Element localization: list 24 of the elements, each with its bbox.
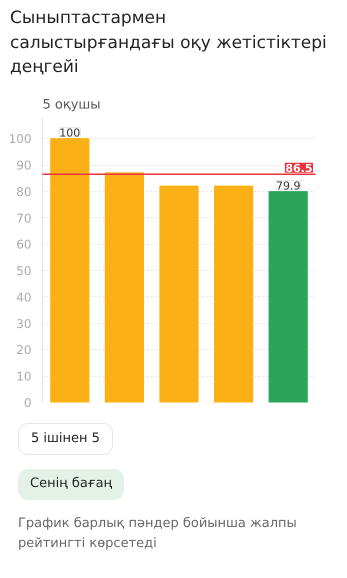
text: Сенің бағаң [30, 475, 112, 494]
ref-line-label: 86.5 [285, 162, 312, 176]
data-label: 100 [59, 126, 80, 140]
y-tick-label: 30 [16, 316, 32, 331]
y-tick-label: 0 [24, 396, 32, 410]
y-tick-label: 20 [16, 343, 32, 358]
y-tick-label: 60 [16, 238, 32, 252]
text: График барлық пәндер бойынша жалпы рейтингті көрсетеді [18, 515, 298, 553]
y-tick-label: 90 [16, 158, 32, 172]
y-tick-label: 80 [16, 184, 32, 199]
y-tick-label: 100 [8, 132, 32, 146]
bar [104, 172, 144, 402]
text: 5 ішінен 5 [31, 430, 100, 448]
y-tick-label: 10 [16, 370, 32, 384]
bar [159, 186, 199, 402]
y-tick-label: 70 [16, 211, 32, 226]
bar [214, 186, 254, 402]
data-label: 79.9 [276, 180, 300, 193]
bar [50, 138, 90, 402]
chart-title: Сыныптастармен салыстырғандағы оқу жетістіктері деңгейі [10, 7, 328, 80]
bar [268, 191, 308, 402]
chart-subtitle: 5 оқушы [42, 97, 101, 112]
y-tick-label: 50 [16, 264, 32, 278]
y-tick-label: 40 [16, 290, 32, 304]
